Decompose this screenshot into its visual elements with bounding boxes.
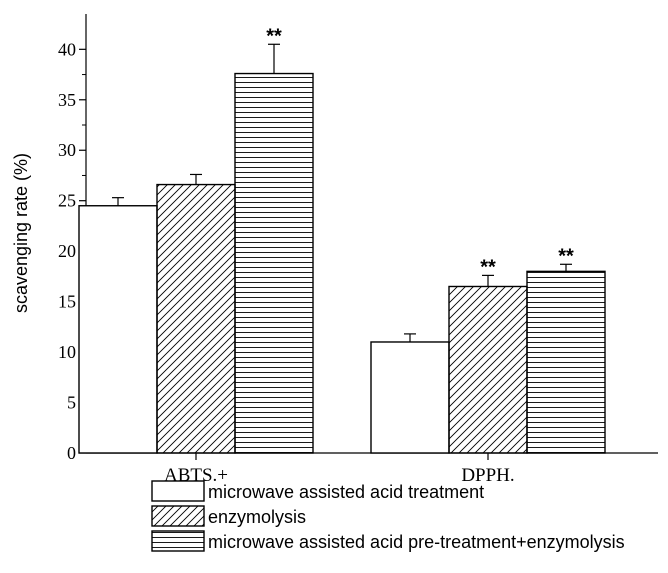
bar bbox=[78, 205, 158, 454]
y-axis: 0 5 10 15 20 25 30 35 40 scavenging rate (%) bbox=[11, 14, 87, 463]
y-tick-label: 25 bbox=[58, 191, 76, 211]
legend: microwave assisted acid treatment enzymol… bbox=[151, 480, 625, 552]
y-tick-label: 5 bbox=[67, 393, 76, 413]
significance-markers: ** ** ** bbox=[266, 25, 574, 278]
bar bbox=[156, 183, 236, 454]
significance-marker: ** bbox=[558, 245, 574, 267]
legend-label: enzymolysis bbox=[208, 507, 306, 527]
y-tick-label: 40 bbox=[58, 39, 76, 59]
legend-swatch bbox=[151, 505, 205, 527]
y-tick-label: 30 bbox=[58, 140, 76, 160]
y-tick-label: 35 bbox=[58, 90, 76, 110]
legend-label: microwave assisted acid treatment bbox=[208, 482, 484, 502]
significance-marker: ** bbox=[266, 25, 282, 47]
y-tick-label: 20 bbox=[58, 241, 76, 261]
legend-swatch bbox=[151, 530, 205, 552]
bars bbox=[78, 72, 606, 454]
y-tick-label: 10 bbox=[58, 342, 76, 362]
bar bbox=[234, 72, 314, 454]
bar bbox=[526, 270, 606, 454]
y-axis-label: scavenging rate (%) bbox=[11, 153, 31, 313]
y-tick-label: 0 bbox=[67, 443, 76, 463]
significance-marker: ** bbox=[480, 256, 496, 278]
error-bars bbox=[112, 43, 572, 342]
legend-label: microwave assisted acid pre-treatment+en… bbox=[208, 532, 625, 552]
bar bbox=[370, 341, 450, 454]
bar bbox=[448, 285, 528, 454]
y-tick-label: 15 bbox=[58, 292, 76, 312]
x-category-label: DPPH. bbox=[461, 465, 514, 486]
legend-swatch bbox=[151, 480, 205, 502]
